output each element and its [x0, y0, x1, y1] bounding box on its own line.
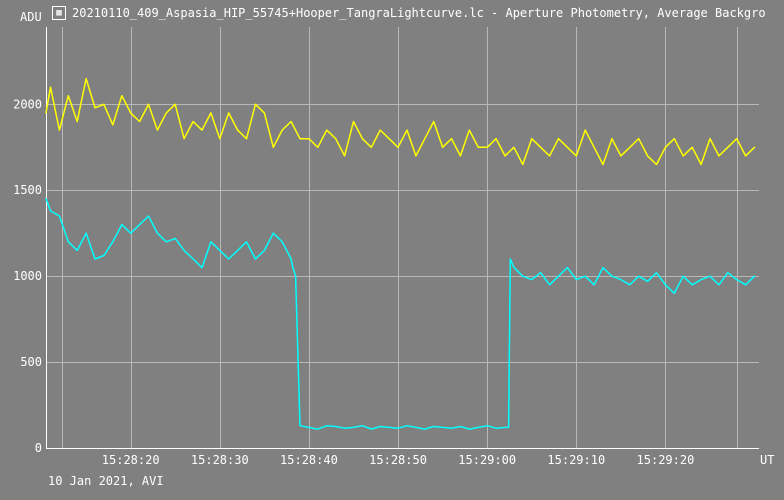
- tangra-app-icon: ▦: [52, 6, 66, 20]
- x-tick-label: 15:28:50: [369, 453, 427, 467]
- y-tick-label: 500: [20, 355, 42, 369]
- tick-labels: 0 500 1000 1500 2000 15:28:20 15:28:30 15:28:40…: [13, 97, 694, 467]
- series-layer: [45, 77, 756, 430]
- x-tick-label: 15:28:40: [280, 453, 338, 467]
- series-line-2: [45, 198, 756, 430]
- series-line-1: [45, 77, 756, 166]
- y-tick-label: 1000: [13, 269, 42, 283]
- window-title-bar: ▦ 20210110_409_Aspasia_HIP_55745+Hooper_…: [52, 4, 784, 22]
- y-tick-label: 2000: [13, 97, 42, 111]
- window-title: 20210110_409_Aspasia_HIP_55745+Hooper_Ta…: [72, 6, 766, 20]
- date-label: 10 Jan 2021, AVI: [48, 474, 164, 488]
- x-tick-label: 15:29:20: [637, 453, 695, 467]
- x-tick-label: 15:28:20: [102, 453, 160, 467]
- y-tick-label: 1500: [13, 183, 42, 197]
- y-axis-label: ADU: [20, 10, 42, 24]
- x-axis-label: UT: [760, 453, 774, 467]
- x-tick-label: 15:28:30: [191, 453, 249, 467]
- grid-lines: [46, 27, 759, 449]
- y-tick-label: 0: [35, 441, 42, 455]
- plot-axes: [46, 27, 759, 449]
- x-tick-label: 15:29:00: [458, 453, 516, 467]
- x-tick-label: 15:29:10: [547, 453, 605, 467]
